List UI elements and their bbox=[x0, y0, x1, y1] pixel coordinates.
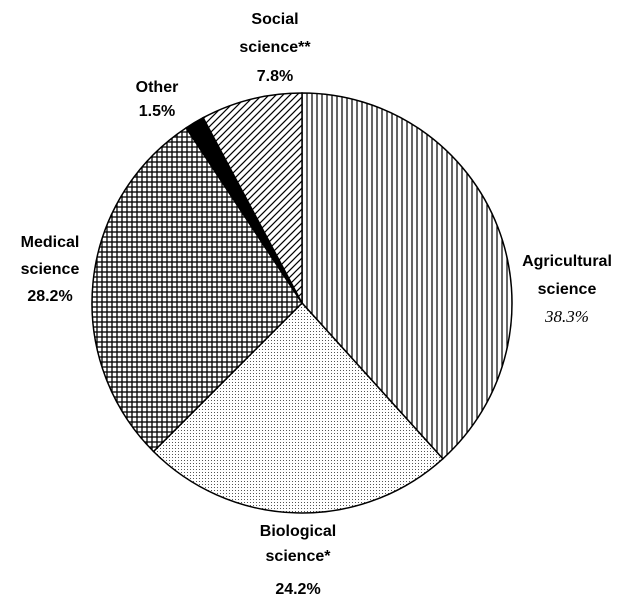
value-label: 1.5% bbox=[139, 103, 175, 120]
slice-label: Biological science* bbox=[260, 523, 336, 565]
value-label: 28.2% bbox=[27, 288, 72, 305]
pie-slice bbox=[91, 126, 303, 453]
slice-label: Other bbox=[136, 79, 179, 96]
pie-slice bbox=[202, 92, 303, 304]
slice-label: Agricultural science bbox=[522, 253, 612, 298]
value-label: 7.8% bbox=[257, 68, 293, 85]
value-label: 24.2% bbox=[275, 581, 320, 598]
pie-slice bbox=[152, 301, 444, 514]
value-label: 38.3% bbox=[544, 307, 589, 326]
pie-slice bbox=[301, 92, 513, 460]
slice-label: Medical science bbox=[21, 234, 80, 278]
slice-label: Social science** bbox=[239, 11, 311, 56]
